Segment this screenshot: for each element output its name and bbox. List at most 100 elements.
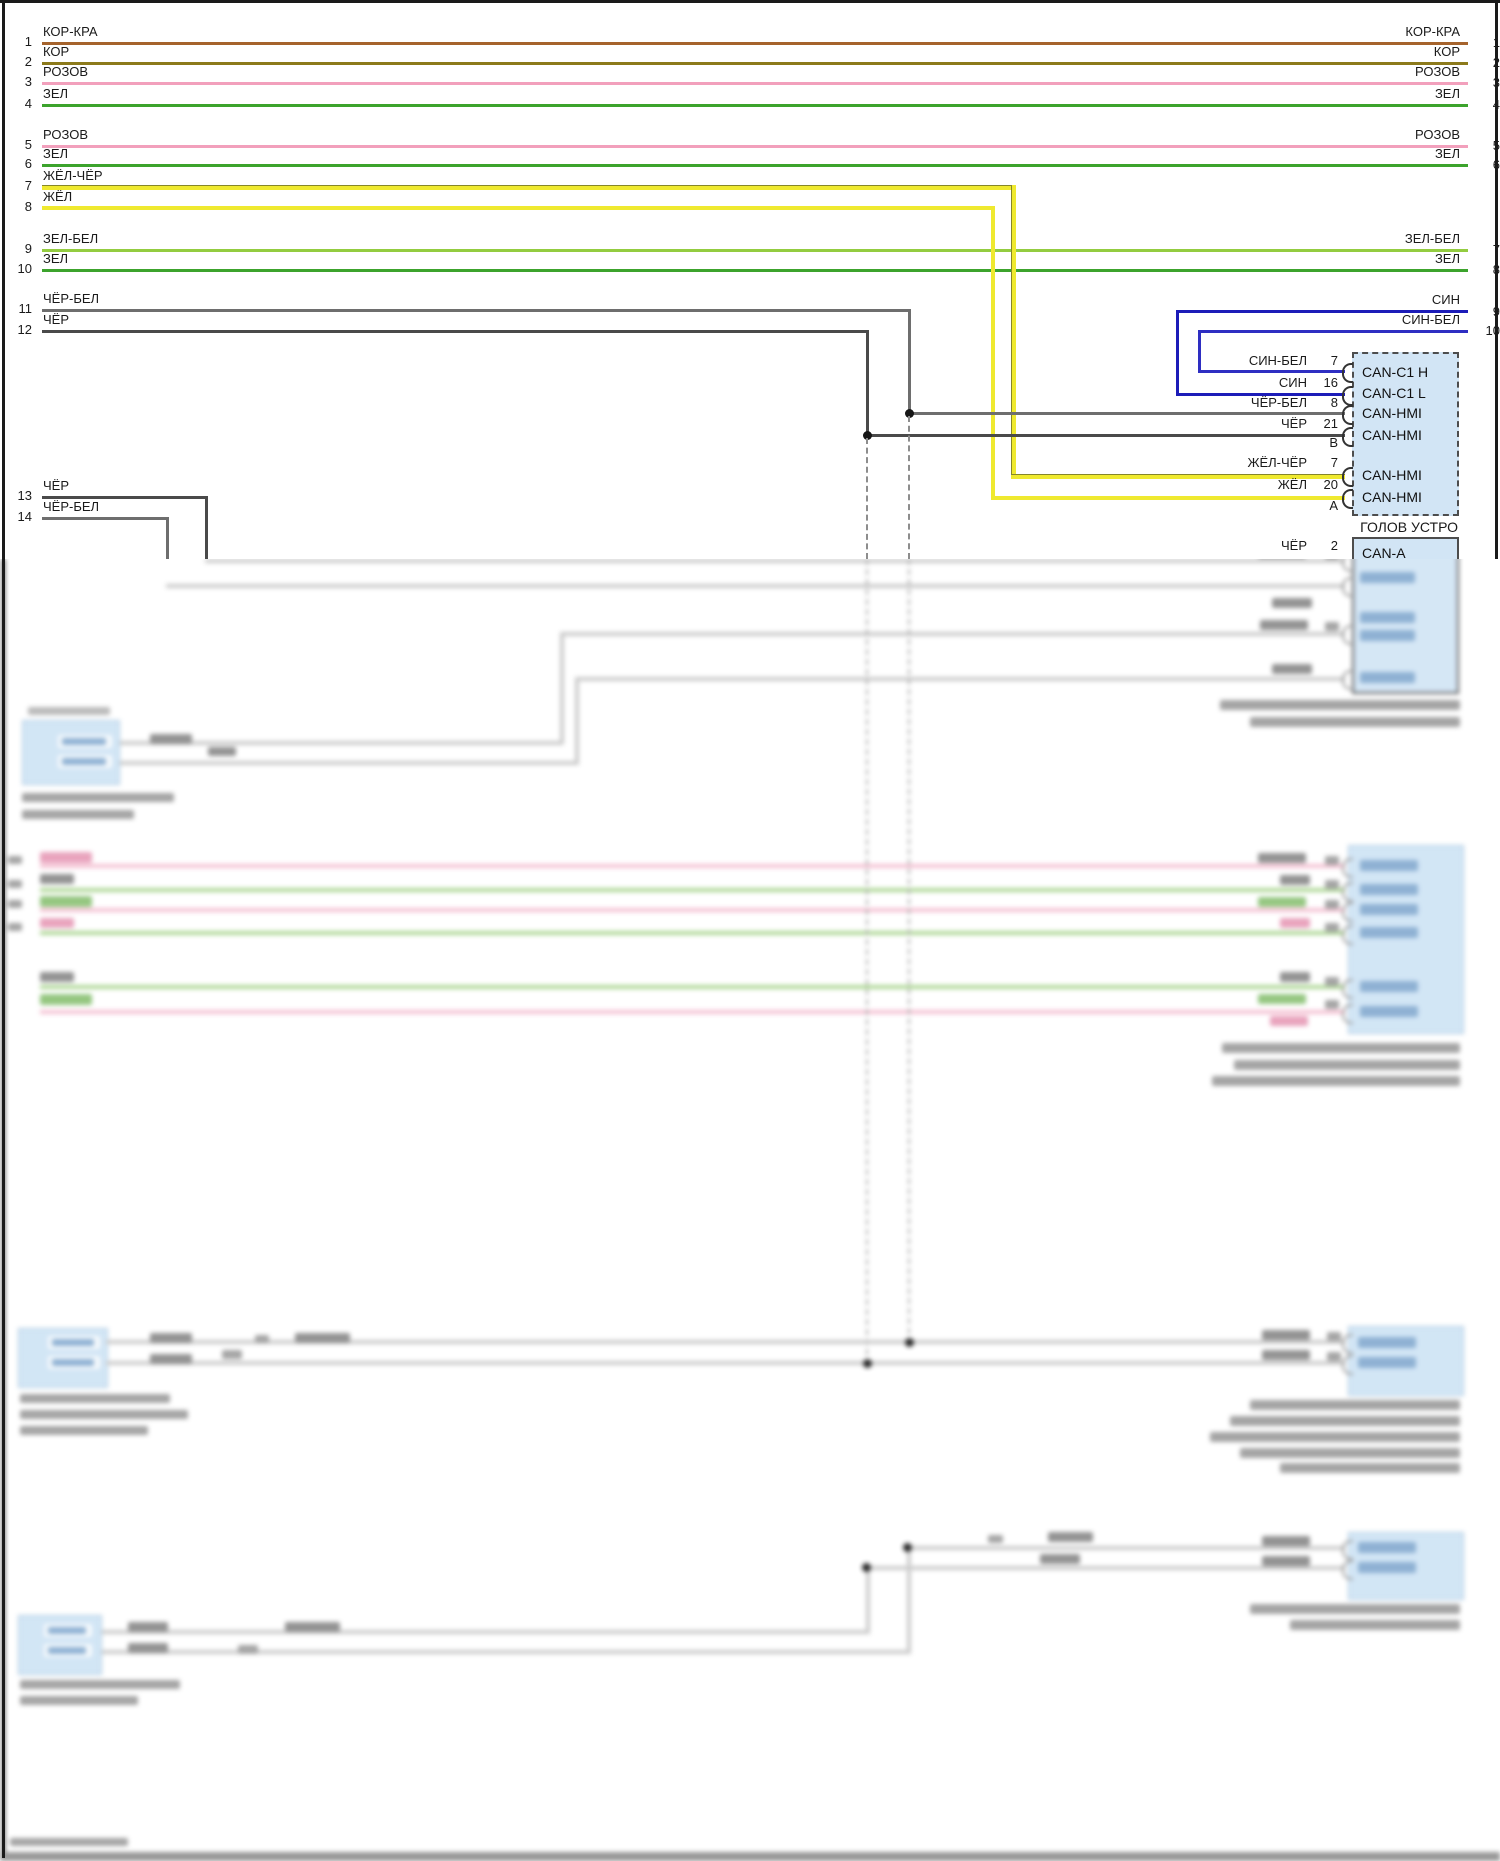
wire-14-cher-bel (42, 517, 169, 520)
connector-sub-pin: A (1329, 498, 1338, 513)
wire-number: 1 (24, 34, 32, 49)
connector-wire-color: СИН-БЕЛ (1248, 353, 1307, 368)
connector-pin: 7 (1330, 455, 1338, 470)
wire-cher (42, 330, 869, 333)
page-border-left (2, 0, 5, 1858)
wire-label: ЗЕЛ-БЕЛ (1404, 231, 1460, 246)
page-border-top (0, 0, 1500, 3)
wire-number: 3 (24, 74, 32, 89)
wire-sin-vertical (1176, 310, 1179, 396)
connector-pin: 16 (1323, 375, 1338, 390)
connector-signal: CAN-HMI (1362, 427, 1422, 443)
connector-wire-color: ЖЁЛ (1277, 477, 1307, 492)
wire-number: 14 (17, 509, 32, 524)
junction-dot (863, 431, 872, 440)
wire-label: ЗЕЛ (1434, 146, 1460, 161)
wire-number: 6 (24, 156, 32, 171)
connector-pin: 20 (1323, 477, 1338, 492)
wire-label: РОЗОВ (1415, 127, 1460, 142)
dashed-net-cher (866, 438, 868, 559)
wire-label: СИН-БЕЛ (1401, 312, 1460, 327)
wire-label: КОР (43, 44, 70, 59)
wire-label: ЗЕЛ (43, 86, 69, 101)
wire-label: КОР-КРА (1405, 24, 1460, 39)
connector-wire-color: ЖЁЛ-ЧЁР (1247, 455, 1307, 470)
wire-rozov-1 (42, 82, 1468, 85)
connector-pin: 21 (1323, 416, 1338, 431)
junction-dot (905, 409, 914, 418)
connector-signal: CAN-C1 H (1362, 364, 1429, 380)
wire-label: РОЗОВ (1415, 64, 1460, 79)
dashed-net-cher-bel (908, 416, 910, 559)
connector-wire-color: ЧЁР-БЕЛ (1250, 395, 1307, 410)
wire-13-vertical (205, 496, 208, 559)
connector-socket-icon (1342, 427, 1353, 447)
diagram-sharp-section: 1 2 3 4 5 6 7 8 9 10 11 12 13 14 КОР-КРА… (0, 0, 1500, 559)
wire-number: 11 (18, 301, 33, 316)
wire-kor-kra (42, 42, 1468, 45)
wire-number: 10 (17, 261, 32, 276)
wire-13-cher (42, 496, 208, 499)
connector-signal: CAN-HMI (1362, 467, 1422, 483)
wire-zhel-to-connector (991, 496, 1345, 500)
wire-zel-1 (42, 104, 1468, 107)
connector-socket-icon (1342, 363, 1353, 383)
wire-label: СИН (1431, 292, 1460, 307)
wire-zel-2 (42, 164, 1468, 167)
head-unit-label: ГОЛОВ УСТРО (1360, 519, 1458, 535)
diagram-blurred-section (0, 559, 1500, 1861)
wire-sin-bel (1198, 330, 1468, 333)
wire-sin-bel-to-connector (1198, 370, 1345, 373)
wire-zhel-cher (42, 185, 1015, 190)
connector-wire-color: ЧЁР (1280, 416, 1307, 431)
wire-14-vertical (166, 517, 169, 559)
connector-signal: CAN-HMI (1362, 405, 1422, 421)
connector-socket-icon (1342, 405, 1353, 425)
head-unit-can-a-connector-box (1352, 537, 1459, 559)
wire-label: ЧЁР-БЕЛ (43, 499, 100, 514)
wire-cher-vertical (866, 330, 869, 438)
connector-pin: 7 (1330, 353, 1338, 368)
wire-number: 13 (17, 488, 32, 503)
page-border-right (1495, 0, 1498, 559)
connector-signal: CAN-HMI (1362, 489, 1422, 505)
wire-zhel (42, 206, 995, 210)
wire-cher-bel-to-connector (908, 412, 1345, 415)
wire-kor (42, 62, 1468, 65)
wire-number: 12 (17, 322, 32, 337)
connector-pin: 2 (1330, 538, 1338, 553)
wire-number: 9 (24, 241, 32, 256)
connector-pin: 8 (1330, 395, 1338, 410)
blurred-connector-box (1348, 845, 1464, 1034)
wire-cher-bel (42, 309, 911, 312)
connector-socket-icon (1342, 489, 1353, 509)
wire-zel-bel (42, 249, 1468, 252)
wire-number: 2 (24, 54, 32, 69)
connector-signal: CAN-C1 L (1362, 385, 1426, 401)
page-code-smudge (10, 1838, 128, 1846)
wire-label: ЗЕЛ-БЕЛ (43, 231, 99, 246)
wire-label: РОЗОВ (43, 127, 88, 142)
wire-zel-3 (42, 269, 1468, 272)
wire-cher-bel-vertical (908, 309, 911, 416)
wire-sin-to-connector (1176, 393, 1345, 396)
wire-label: ЗЕЛ (43, 251, 69, 266)
wire-number: 7 (24, 178, 32, 193)
connector-wire-color: СИН (1278, 375, 1307, 390)
wire-sin (1176, 310, 1468, 313)
wire-rozov-2 (42, 145, 1468, 148)
page-bottom-bar (0, 1852, 1500, 1861)
wire-zhel-vertical (991, 206, 995, 499)
wire-zhel-cher-vertical (1011, 185, 1016, 477)
wire-label: ЧЁР (43, 478, 70, 493)
wire-label: ЧЁР-БЕЛ (43, 291, 100, 306)
wire-label: РОЗОВ (43, 64, 88, 79)
wire-number: 8 (24, 199, 32, 214)
wire-label: КОР (1433, 44, 1460, 59)
connector-signal: CAN-A (1362, 545, 1406, 560)
connector-sub-pin: B (1329, 435, 1338, 450)
wire-label: ЗЕЛ (1434, 251, 1460, 266)
wire-label: ЗЕЛ (43, 146, 69, 161)
connector-wire-color: ЧЁР (1280, 538, 1307, 553)
